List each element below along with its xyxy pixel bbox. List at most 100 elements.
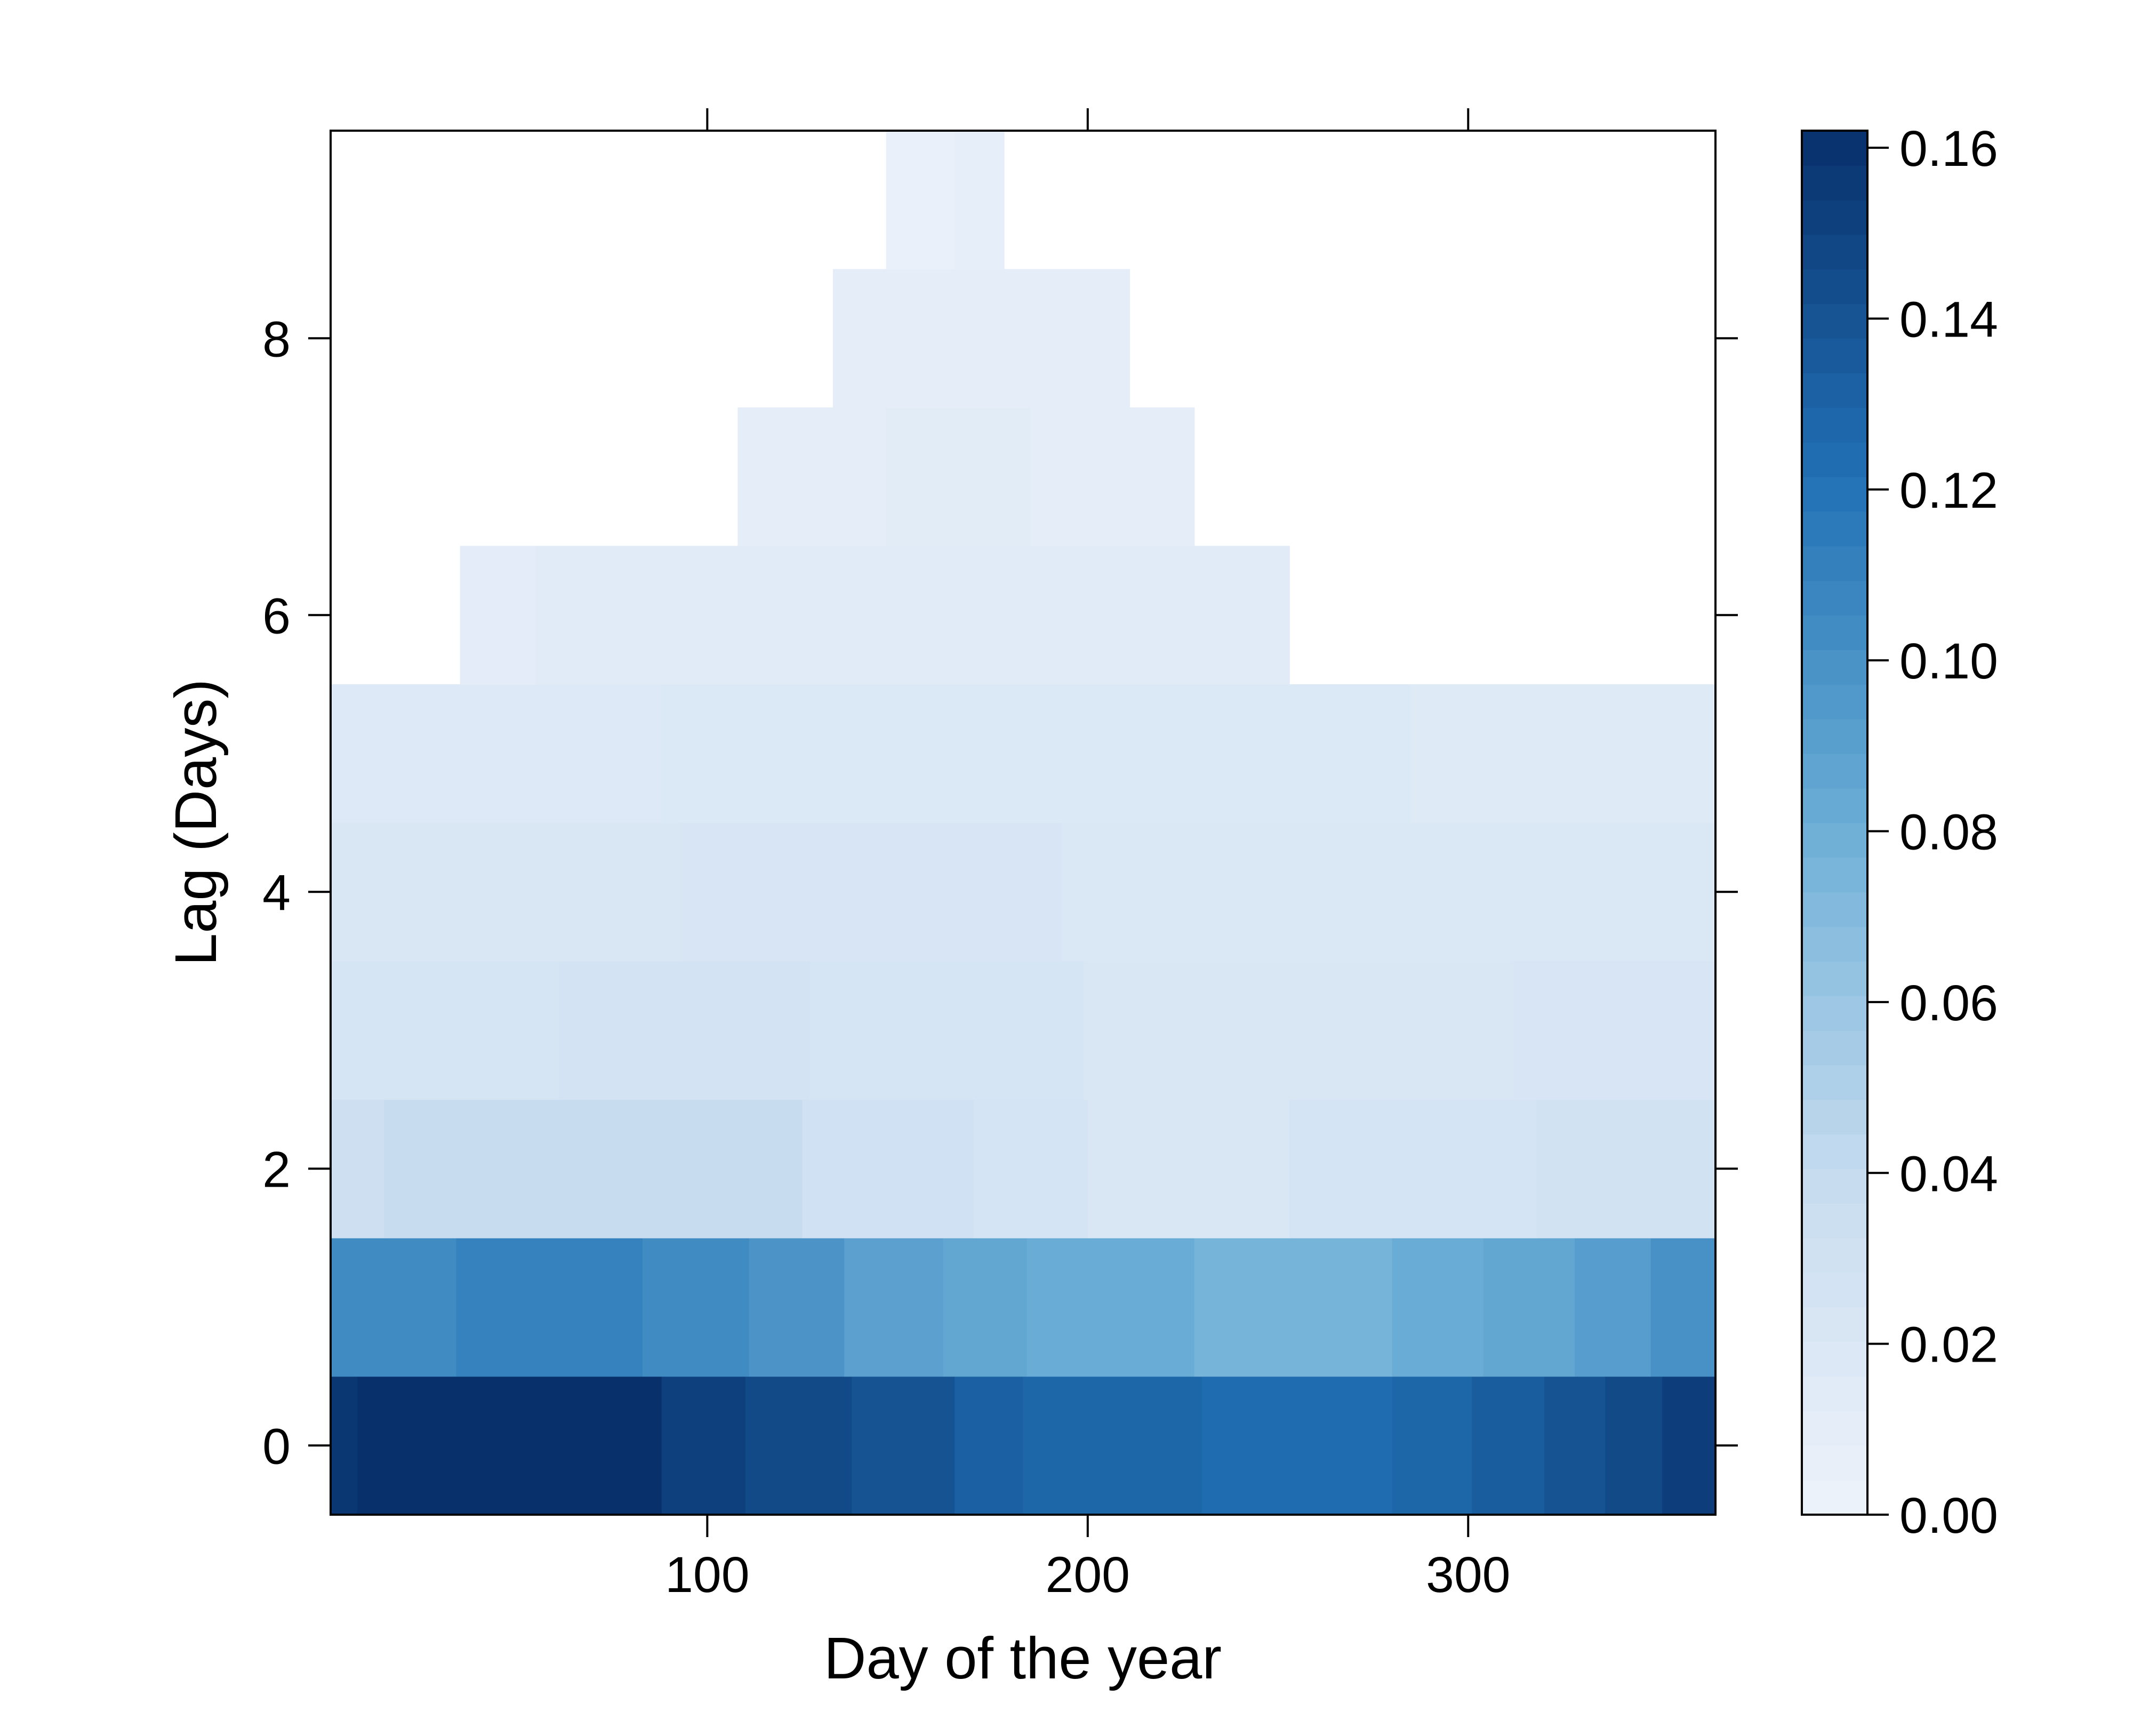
colorbar-tick-label: 0.14 <box>1899 291 1998 348</box>
heatmap-cell <box>1392 1238 1484 1377</box>
heatmap-cell <box>1027 1238 1195 1377</box>
heatmap-cell <box>844 1238 944 1377</box>
heatmap-cell <box>331 961 559 1100</box>
heatmap-cell <box>331 822 681 962</box>
heatmap-cell <box>737 407 887 547</box>
colorbar-swatch <box>1802 1030 1867 1066</box>
colorbar-tick-label: 0.00 <box>1899 1487 1998 1544</box>
y-tick-label: 4 <box>262 865 291 921</box>
heatmap-cell <box>1575 1238 1651 1377</box>
heatmap-cell <box>1087 1099 1290 1238</box>
colorbar-swatch <box>1802 580 1867 616</box>
heatmap-cell <box>456 1238 643 1377</box>
heatmap-cell <box>661 684 1412 823</box>
colorbar-swatch <box>1802 822 1867 858</box>
heatmap-cell <box>1513 961 1716 1100</box>
heatmap-cell <box>1030 407 1195 547</box>
colorbar-swatch <box>1802 753 1867 789</box>
x-axis: 100 200 300 <box>665 108 1511 1603</box>
colorbar-swatch <box>1802 718 1867 754</box>
y-tick-label: 2 <box>262 1141 291 1198</box>
heatmap-cell <box>955 1376 1024 1515</box>
heatmap-cell <box>460 546 537 685</box>
colorbar-swatch <box>1802 926 1867 962</box>
heatmap-cell <box>749 1238 845 1377</box>
colorbar-frame <box>1801 130 1869 1516</box>
colorbar-tick-label: 0.16 <box>1899 121 1998 177</box>
heatmap-cell <box>886 131 955 270</box>
heatmap-cell <box>1536 1099 1716 1238</box>
colorbar-swatch <box>1802 234 1867 270</box>
colorbar-swatch <box>1802 269 1867 305</box>
colorbar-swatch <box>1802 1445 1867 1481</box>
x-tick-label: 100 <box>665 1547 750 1603</box>
colorbar-tick-label: 0.06 <box>1899 975 1998 1031</box>
heatmap-cell <box>1084 961 1514 1100</box>
colorbar-swatch <box>1802 961 1867 996</box>
heatmap-cell <box>1061 822 1716 962</box>
x-tick-label: 200 <box>1046 1547 1130 1603</box>
colorbar-swatch <box>1802 1376 1867 1412</box>
heatmap-cell <box>383 1099 803 1238</box>
y-tick-label: 0 <box>262 1418 291 1475</box>
heatmap-cell <box>1392 1376 1473 1515</box>
heatmap-cell <box>331 1238 457 1377</box>
heatmap-cell <box>1023 1376 1202 1515</box>
colorbar-swatch <box>1802 788 1867 823</box>
heatmap-cell <box>1472 1376 1545 1515</box>
y-tick-label: 8 <box>262 311 291 367</box>
colorbar-swatch <box>1802 650 1867 685</box>
heatmap-cell <box>745 1376 853 1515</box>
heatmap-cell <box>680 822 1062 962</box>
colorbar-swatch <box>1802 857 1867 893</box>
heatmap-cell <box>331 1376 358 1515</box>
colorbar-swatch <box>1802 199 1867 235</box>
y-tick-label: 6 <box>262 588 291 644</box>
plot-frame <box>330 130 1717 1516</box>
colorbar-tick-label: 0.12 <box>1899 462 1998 519</box>
colorbar-swatch <box>1802 1341 1867 1377</box>
y-axis-title: Lag (Days) <box>163 679 229 966</box>
heatmap-cell <box>810 961 1085 1100</box>
colorbar-swatch <box>1802 1480 1867 1515</box>
heatmap-cell <box>802 1099 974 1238</box>
heatmap-cell <box>1201 1376 1393 1515</box>
heatmap-cell <box>357 1376 662 1515</box>
heatmap-cell <box>943 1238 1028 1377</box>
heatmap-cell <box>661 1376 746 1515</box>
heatmap-cell <box>1544 1376 1606 1515</box>
colorbar-tick-label: 0.02 <box>1899 1317 1998 1373</box>
colorbar-swatch <box>1802 1238 1867 1273</box>
colorbar-swatch <box>1802 892 1867 927</box>
heatmap-cells <box>331 131 1716 1515</box>
heatmap-cell <box>1194 1238 1393 1377</box>
colorbar-swatch <box>1802 338 1867 373</box>
colorbar-swatch <box>1802 373 1867 408</box>
x-tick-label: 300 <box>1426 1547 1511 1603</box>
colorbar-swatch <box>1802 1203 1867 1238</box>
heatmap-cell <box>1662 1376 1716 1515</box>
colorbar-tick-label: 0.08 <box>1899 804 1998 861</box>
colorbar-swatch <box>1802 1411 1867 1446</box>
colorbar-swatch <box>1802 1099 1867 1135</box>
colorbar-tick-label: 0.04 <box>1899 1146 1998 1202</box>
heatmap-cell <box>832 269 1130 408</box>
colorbar-swatch <box>1802 511 1867 547</box>
colorbar-swatch <box>1802 1065 1867 1100</box>
colorbar-swatch <box>1802 407 1867 443</box>
colorbar-tick-label: 0.10 <box>1899 633 1998 690</box>
colorbar-swatch <box>1802 1272 1867 1308</box>
colorbar-swatch <box>1802 1169 1867 1204</box>
colorbar-swatch <box>1802 1134 1867 1170</box>
heatmap-cell <box>559 961 811 1100</box>
heatmap-cell <box>1605 1376 1663 1515</box>
colorbar: 0.00 0.02 0.04 0.06 0.08 0.10 0.12 0.14 0.16 <box>1801 121 1998 1544</box>
heatmap-cell <box>643 1238 750 1377</box>
x-axis-title: Day of the year <box>824 1626 1222 1691</box>
heatmap-cell <box>886 407 1031 547</box>
heatmap-cell <box>1411 684 1716 823</box>
colorbar-swatch <box>1802 442 1867 477</box>
colorbar-swatch <box>1802 165 1867 201</box>
